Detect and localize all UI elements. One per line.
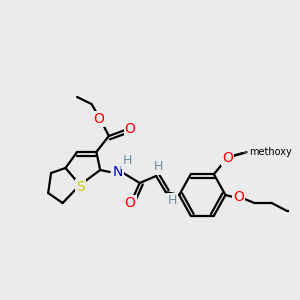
Text: H: H (122, 154, 132, 167)
Text: methyl-text: methyl-text (244, 152, 252, 153)
Text: O: O (233, 190, 244, 204)
Text: H: H (153, 160, 163, 173)
Text: O: O (222, 151, 233, 165)
Text: N: N (112, 165, 123, 179)
Text: O: O (93, 112, 104, 126)
Text: S: S (76, 180, 85, 194)
Text: H: H (168, 194, 177, 206)
Text: methoxy: methoxy (250, 147, 292, 157)
Text: O: O (124, 122, 136, 136)
Text: O: O (222, 151, 233, 165)
Text: O: O (124, 196, 136, 210)
